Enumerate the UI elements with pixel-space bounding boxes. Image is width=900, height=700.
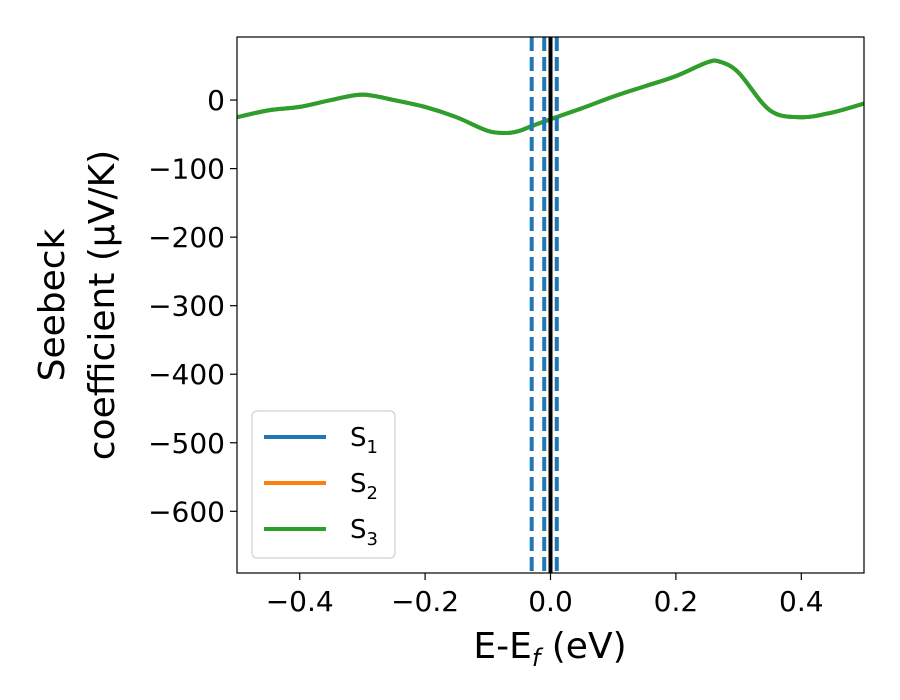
y-tick-label: −500: [148, 427, 225, 460]
legend-entry-subscript: 2: [367, 483, 378, 504]
y-tick-label: 0: [207, 84, 225, 117]
legend-entry-base: S: [350, 515, 367, 545]
y-axis: 0 −100 −200 −300 −400 −500 −600: [148, 84, 237, 528]
legend-entry-base: S: [350, 469, 367, 499]
legend-entry-3: S3: [350, 515, 378, 550]
y-axis-label: Seebeck coefficient (μV/K): [32, 150, 123, 460]
x-tick-label: −0.4: [266, 585, 334, 618]
x-tick-label: −0.2: [391, 585, 459, 618]
x-axis: −0.4 −0.2 0.0 0.2 0.4: [266, 573, 824, 618]
legend-entry-1: S1: [350, 423, 378, 458]
y-tick-label: −400: [148, 358, 225, 391]
series-group: [237, 37, 864, 573]
series-line-3: [237, 58, 864, 136]
y-tick-label: −300: [148, 290, 225, 323]
legend-entry-base: S: [350, 423, 367, 453]
y-tick-label: −200: [148, 221, 225, 254]
plot-area: [236, 36, 865, 574]
legend-entry-subscript: 1: [367, 437, 378, 458]
x-axis-label: E-Ef (eV): [473, 626, 626, 672]
y-axis-label-line-2: coefficient (μV/K): [82, 150, 123, 460]
legend-entry-subscript: 3: [367, 529, 378, 550]
x-tick-label: 0.0: [528, 585, 573, 618]
y-axis-label-line-1: Seebeck: [32, 228, 73, 381]
x-tick-label: 0.4: [779, 585, 824, 618]
y-tick-label: −600: [148, 495, 225, 528]
legend-entry-2: S2: [350, 469, 378, 504]
x-tick-label: 0.2: [654, 585, 699, 618]
y-tick-label: −100: [148, 153, 225, 186]
